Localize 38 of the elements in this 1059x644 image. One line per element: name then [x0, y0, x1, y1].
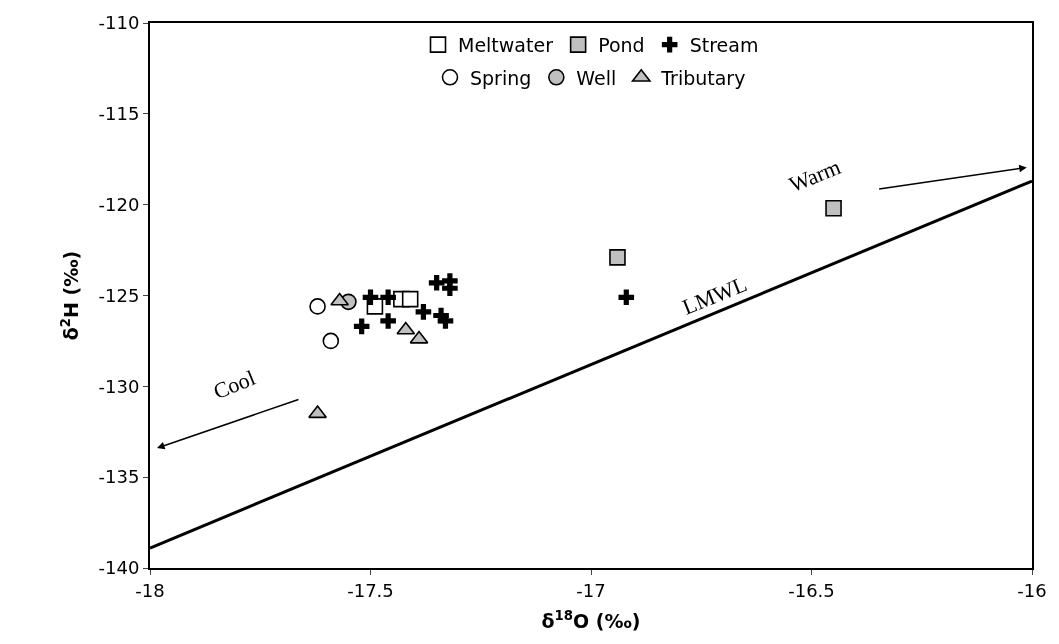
- legend-label: Spring: [470, 66, 532, 89]
- legend-label: Pond: [598, 33, 645, 56]
- point: [825, 200, 842, 217]
- point: [415, 304, 432, 320]
- legend-label: Tributary: [660, 66, 746, 89]
- annotation: LMWL: [678, 271, 751, 320]
- x-tick-label: -16: [1017, 579, 1047, 601]
- point: [609, 249, 626, 266]
- point: [428, 274, 445, 291]
- y-tick-label: -130: [98, 375, 140, 397]
- y-tick-label: -110: [98, 12, 140, 34]
- legend-label: Well: [576, 66, 617, 89]
- point: [409, 330, 429, 344]
- legend-label: Meltwater: [458, 33, 554, 56]
- x-tick-label: -18: [135, 579, 165, 601]
- y-tick-label: -115: [98, 103, 140, 125]
- y-tick-label: -135: [98, 466, 140, 488]
- point: [380, 313, 396, 329]
- x-tick-label: -16.5: [788, 579, 835, 601]
- y-tick-label: -120: [98, 193, 140, 215]
- point: [309, 298, 326, 315]
- y-tick-label: -140: [98, 557, 140, 579]
- annotation: Cool: [209, 364, 259, 405]
- x-tick-label: -17: [576, 579, 606, 601]
- point: [330, 292, 350, 306]
- x-tick-label: -17.5: [347, 579, 394, 601]
- point: [618, 289, 635, 306]
- y-tick-label: -125: [98, 284, 140, 306]
- x-axis-title: δ$^{18}$O (‰): [541, 607, 641, 632]
- point: [308, 405, 328, 419]
- point: [401, 290, 419, 308]
- point: [322, 332, 340, 350]
- annotation: Warm: [785, 154, 845, 198]
- point: [362, 289, 379, 306]
- point: [396, 321, 416, 335]
- point: [353, 318, 370, 335]
- legend-label: Stream: [689, 33, 759, 56]
- point: [380, 289, 396, 306]
